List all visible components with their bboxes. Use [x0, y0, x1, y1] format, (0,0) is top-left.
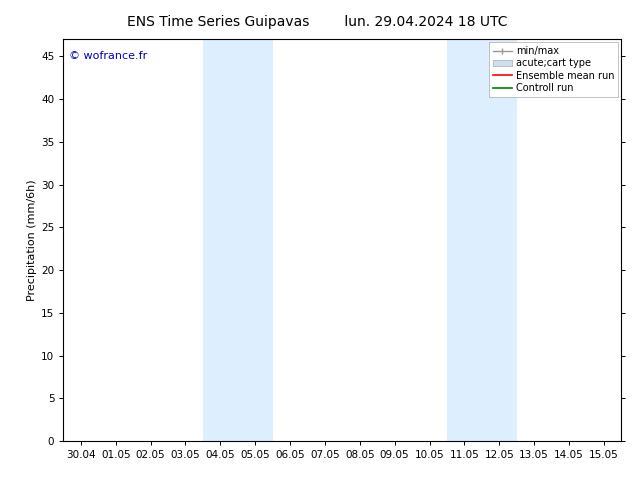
Bar	[447, 39, 517, 441]
Legend: min/max, acute;cart type, Ensemble mean run, Controll run: min/max, acute;cart type, Ensemble mean …	[489, 42, 618, 97]
Text: ENS Time Series Guipavas        lun. 29.04.2024 18 UTC: ENS Time Series Guipavas lun. 29.04.2024…	[127, 15, 507, 29]
Y-axis label: Precipitation (mm/6h): Precipitation (mm/6h)	[27, 179, 37, 301]
Bar	[203, 39, 273, 441]
Text: © wofrance.fr: © wofrance.fr	[69, 51, 147, 61]
